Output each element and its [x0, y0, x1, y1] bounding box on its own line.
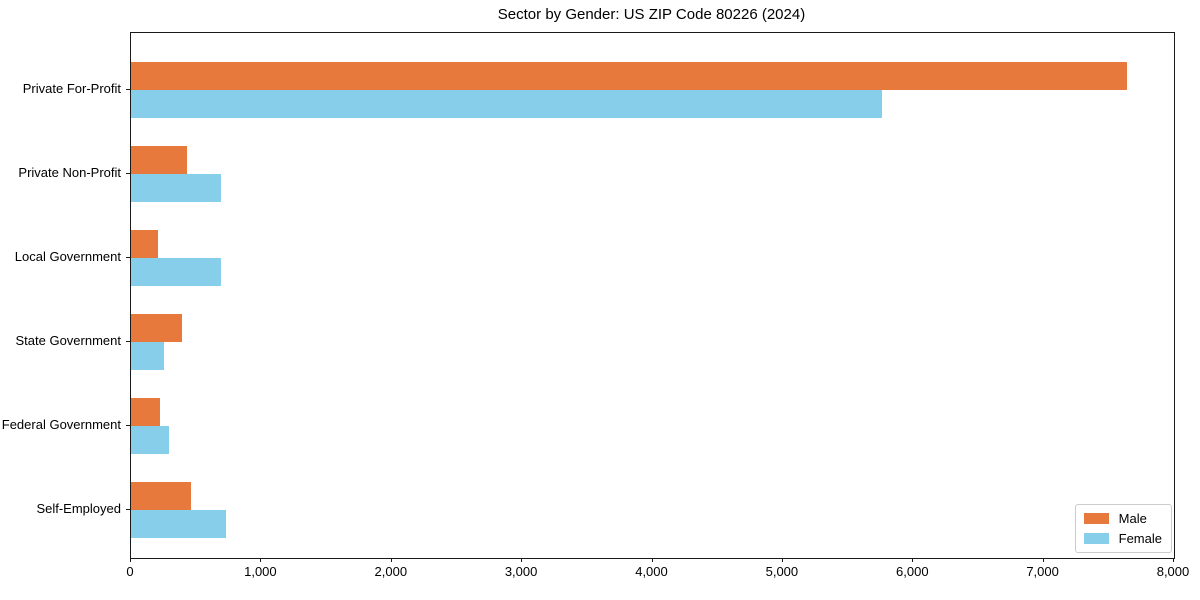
- bar-male-federal-government: [131, 398, 160, 426]
- x-axis-tick: [1173, 558, 1174, 562]
- y-axis-tick: [126, 509, 130, 510]
- x-axis-tick: [781, 558, 783, 562]
- x-tick-label-4000: 4,000: [635, 564, 668, 579]
- x-tick-label-7000: 7,000: [1026, 564, 1059, 579]
- x-tick-label-5000: 5,000: [765, 564, 799, 579]
- bar-female-private-non-profit: [131, 174, 221, 202]
- y-category-label-state-government: State Government: [15, 333, 122, 348]
- bar-male-private-non-profit: [131, 146, 188, 174]
- y-category-label-private-non-profit: Private Non-Profit: [18, 165, 121, 180]
- y-axis-tick: [126, 341, 130, 342]
- y-category-label-self-employed: Self-Employed: [36, 501, 121, 516]
- x-tick-label-8000: 8,000: [1156, 564, 1190, 579]
- legend-label-female: Female: [1118, 531, 1162, 546]
- bar-female-private-for-profit: [131, 90, 882, 118]
- bar-male-state-government: [131, 314, 182, 342]
- x-axis-tick: [912, 558, 914, 562]
- bar-female-self-employed: [131, 510, 227, 538]
- x-axis-tick: [1042, 558, 1044, 562]
- y-category-label-local-government: Local Government: [14, 249, 121, 264]
- y-category-label-federal-government: Federal Government: [1, 417, 121, 432]
- legend: Male Female: [1074, 504, 1172, 553]
- legend-swatch-female: [1083, 533, 1109, 544]
- bar-female-state-government: [131, 342, 164, 370]
- bar-male-local-government: [131, 230, 159, 258]
- y-category-label-private-for-profit: Private For-Profit: [22, 81, 121, 96]
- y-axis-tick: [126, 257, 130, 258]
- x-axis-tick: [390, 558, 392, 562]
- y-axis-tick: [126, 89, 130, 90]
- x-tick-label-3000: 3,000: [504, 564, 538, 579]
- x-axis-tick: [651, 558, 653, 562]
- y-axis-tick: [126, 173, 130, 174]
- x-tick-label-2000: 2,000: [374, 564, 408, 579]
- x-axis-tick: [260, 558, 262, 562]
- y-axis-tick: [126, 425, 130, 426]
- x-axis-tick: [130, 558, 131, 562]
- bar-male-private-for-profit: [131, 62, 1128, 90]
- legend-item-female: Female: [1083, 531, 1162, 546]
- plot-area: Male Female: [130, 32, 1175, 559]
- bar-female-federal-government: [131, 426, 169, 454]
- x-tick-label-0: 0: [126, 564, 134, 579]
- bar-male-self-employed: [131, 482, 191, 510]
- legend-swatch-male: [1083, 513, 1109, 524]
- bar-female-local-government: [131, 258, 221, 286]
- chart-title: Sector by Gender: US ZIP Code 80226 (202…: [497, 6, 806, 23]
- x-tick-label-6000: 6,000: [896, 564, 929, 579]
- legend-item-male: Male: [1083, 511, 1162, 526]
- x-tick-label-1000: 1,000: [244, 564, 277, 579]
- x-axis-tick: [521, 558, 523, 562]
- legend-label-male: Male: [1118, 511, 1147, 526]
